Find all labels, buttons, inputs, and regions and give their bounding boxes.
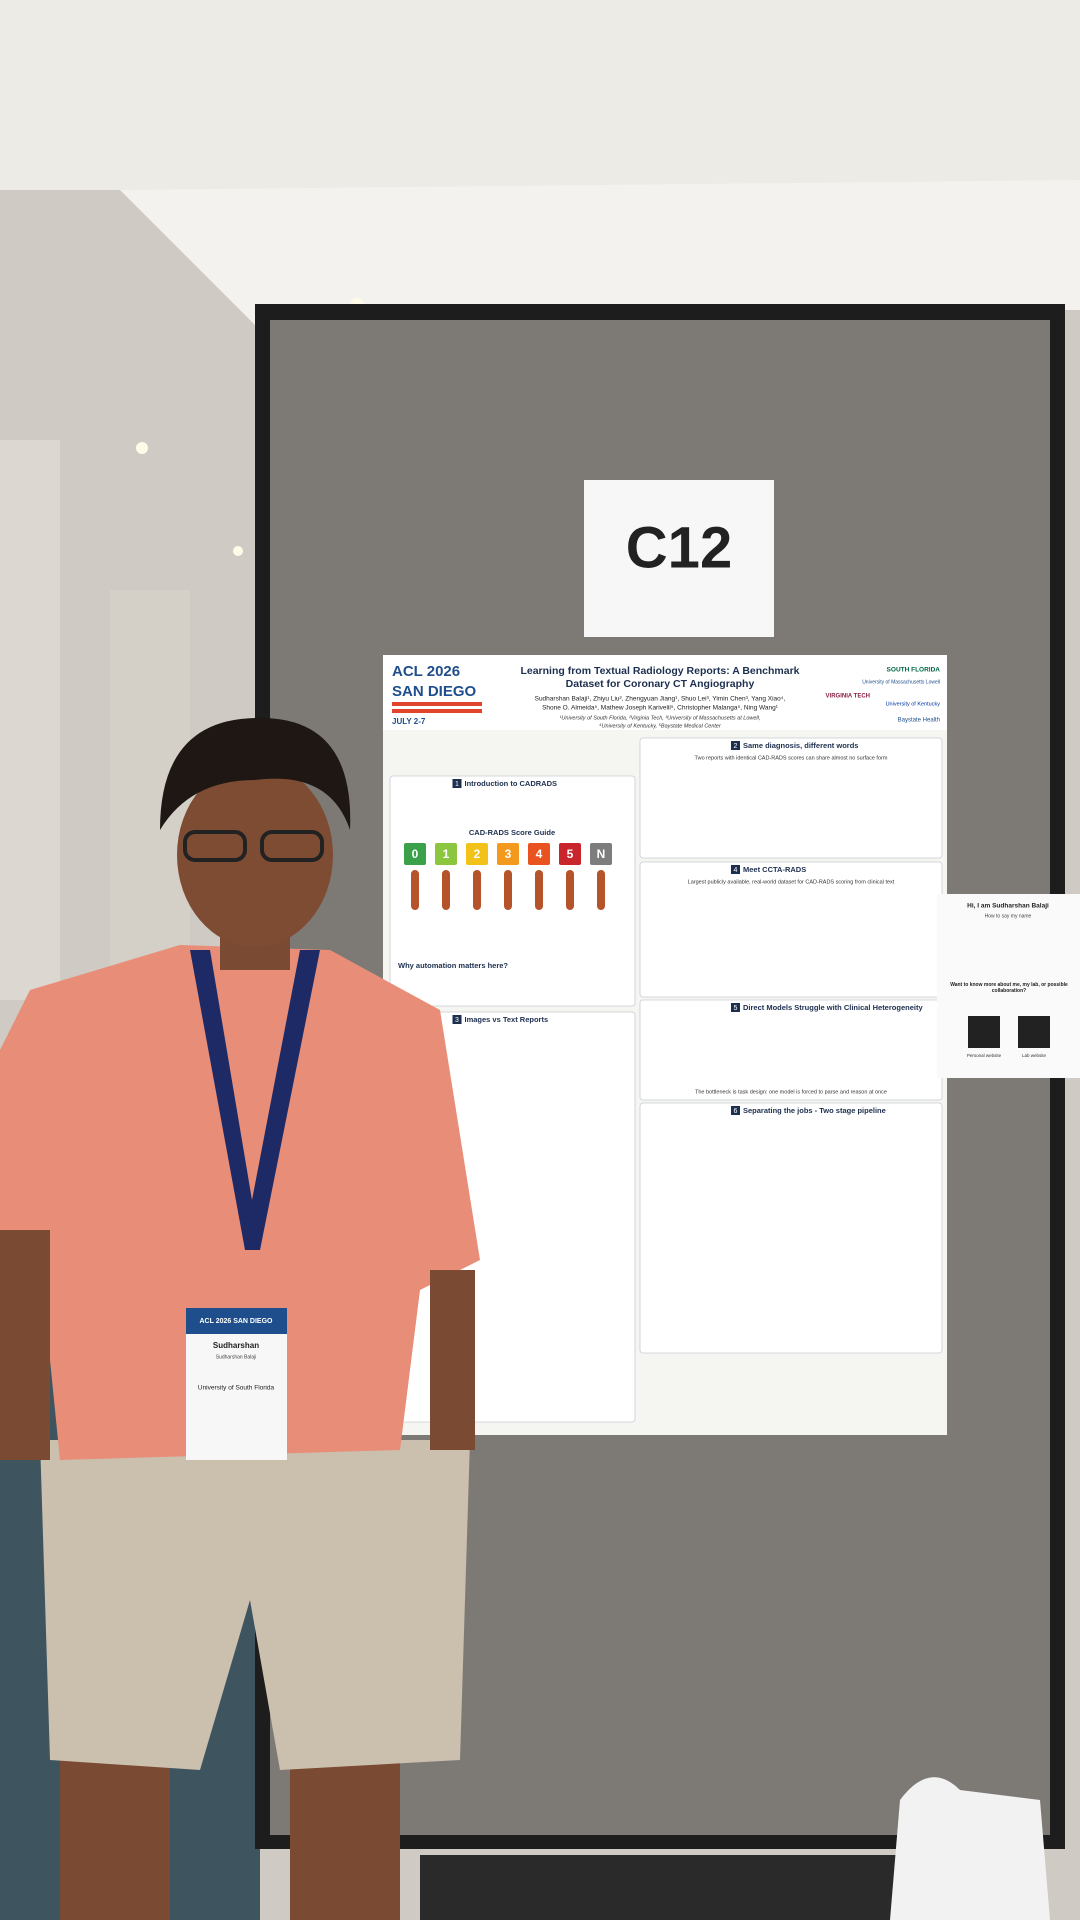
stripe — [392, 709, 482, 713]
bottleneck-line: The bottleneck is task design: one model… — [695, 1089, 887, 1095]
light — [136, 442, 148, 454]
reports-line: Two reports with identical CAD-RADS scor… — [695, 755, 888, 761]
qr-code — [968, 1016, 1000, 1048]
score-label: 1 — [443, 847, 450, 861]
affiliations: ⁴University of Kentucky, ⁵Baystate Medic… — [599, 722, 722, 729]
section-title: Direct Models Struggle with Clinical Het… — [743, 1003, 923, 1012]
conference-location: SAN DIEGO — [392, 683, 477, 700]
badge-full-name: Sudharshan Balaji — [216, 1354, 257, 1360]
flyer-subtitle: How to say my name — [985, 913, 1032, 919]
score-box — [404, 843, 426, 865]
section-number: 5 — [734, 1005, 738, 1012]
badge-header — [186, 1308, 287, 1334]
badge-event: ACL 2026 SAN DIEGO — [199, 1318, 273, 1325]
ceiling — [0, 0, 1080, 190]
section-title: Images vs Text Reports — [465, 1015, 549, 1024]
artery — [597, 870, 605, 910]
ceiling-recess — [120, 180, 1080, 330]
section-title: Introduction to CADRADS — [465, 779, 558, 788]
glasses — [260, 830, 324, 862]
dataset-line: Largest publicly available, real-world d… — [688, 879, 895, 885]
glasses — [183, 830, 247, 862]
section-number: 3 — [455, 1017, 459, 1024]
section-number-box — [731, 1106, 740, 1115]
flyer-greeting: Hi, I am Sudharshan Balaji — [967, 903, 1049, 910]
authors: Sudharshan Balaji¹, Zhiyu Liu², Zhengyua… — [535, 696, 786, 703]
section-number: 2 — [734, 743, 738, 750]
flyer — [937, 894, 1080, 1078]
lanyard — [190, 950, 320, 1250]
score-label: 2 — [474, 847, 481, 861]
score-box — [528, 843, 550, 865]
arm — [430, 1270, 475, 1450]
sign — [584, 480, 774, 637]
score-box — [559, 843, 581, 865]
logo: SOUTH FLORIDA — [887, 667, 941, 674]
poster-title: Dataset for Coronary CT Angiography — [566, 678, 755, 690]
artery — [411, 870, 419, 910]
poster-header — [383, 655, 947, 730]
section-number-box — [452, 1015, 462, 1024]
logo: VIRGINIA TECH — [826, 694, 870, 700]
artery — [535, 870, 543, 910]
qr-label: Lab website — [1022, 1053, 1047, 1058]
score-box — [435, 843, 457, 865]
conference-name: ACL 2026 — [392, 663, 460, 680]
logo: University of Kentucky — [886, 701, 941, 707]
shorts — [40, 1440, 470, 1770]
artery — [566, 870, 574, 910]
score-box — [466, 843, 488, 865]
section-number-box — [731, 741, 740, 750]
section-number: 1 — [455, 781, 459, 788]
section-box — [639, 999, 943, 1101]
section-box — [389, 775, 636, 1007]
artery — [504, 870, 512, 910]
flyer-question: Want to know more about me, my lab, or p… — [950, 982, 1068, 994]
section-title: Meet CCTA-RADS — [743, 865, 806, 874]
score-label: 3 — [505, 847, 512, 861]
score-label: N — [597, 847, 606, 861]
flyer-question-box: Want to know more about me, my lab, or p… — [950, 982, 1068, 994]
score-box — [497, 843, 519, 865]
score-label: 4 — [536, 847, 543, 861]
badge-affiliation: University of South Florida — [198, 1385, 275, 1392]
qr-code — [1018, 1016, 1050, 1048]
stripe — [392, 702, 482, 706]
artery — [442, 870, 450, 910]
poster-title: Learning from Textual Radiology Reports:… — [520, 665, 799, 677]
arm — [0, 1230, 50, 1460]
logo: Baystate Health — [898, 718, 940, 724]
affiliations: ¹University of South Florida, ²Virginia … — [560, 715, 761, 721]
section-box — [639, 1102, 943, 1354]
section-number-box — [452, 779, 462, 788]
conference-dates: JULY 2-7 — [392, 717, 426, 726]
score-box — [590, 843, 612, 865]
face — [177, 763, 333, 947]
qr-label: Personal website — [967, 1053, 1002, 1058]
section-title: Same diagnosis, different words — [743, 741, 858, 750]
section-box — [639, 737, 943, 859]
sign-label: C12 — [626, 515, 732, 580]
badge-first-name: Sudharshan — [213, 1341, 259, 1350]
logo: University of Massachusetts Lowell — [862, 679, 940, 685]
score-label: 0 — [412, 847, 419, 861]
plastic-bag — [890, 1777, 1050, 1920]
section-number: 4 — [734, 867, 738, 874]
why-title: Why automation matters here? — [398, 961, 508, 970]
section-number-box — [731, 1003, 740, 1012]
section-title: Separating the jobs - Two stage pipeline — [743, 1106, 886, 1115]
light — [233, 546, 243, 556]
hair — [160, 717, 351, 830]
score-guide-title: CAD-RADS Score Guide — [469, 828, 555, 837]
artery — [473, 870, 481, 910]
score-label: 5 — [567, 847, 574, 861]
section-number-box — [731, 865, 740, 874]
board-base — [420, 1855, 900, 1920]
authors: Shone O. Almeida⁵, Mathew Joseph Karivel… — [542, 705, 779, 712]
section-number: 6 — [734, 1108, 738, 1115]
wall-panel — [0, 440, 60, 1000]
